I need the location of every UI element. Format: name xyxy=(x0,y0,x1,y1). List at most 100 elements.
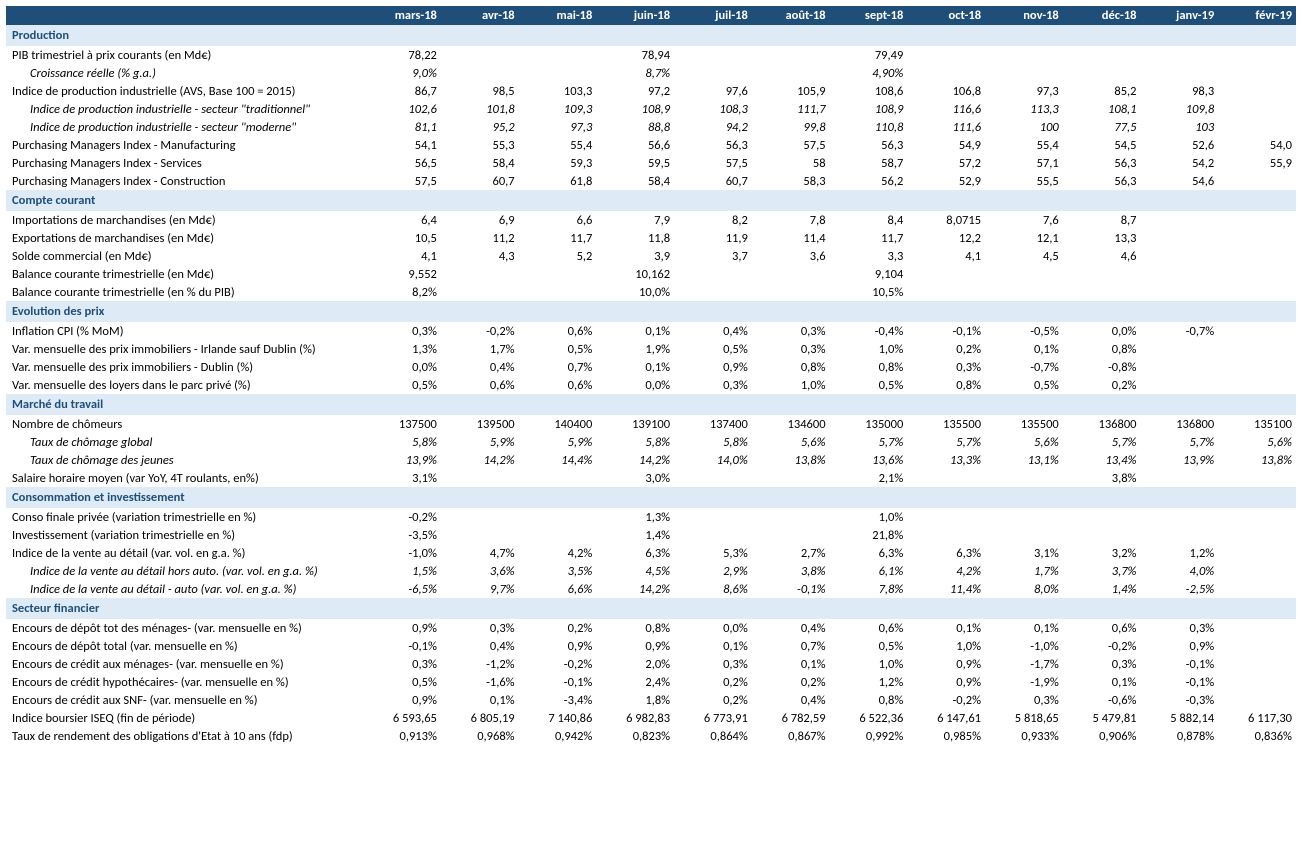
cell: 2,4% xyxy=(596,673,674,691)
cell: 111,7 xyxy=(752,100,830,118)
cell xyxy=(1063,46,1141,64)
cell: 56,2 xyxy=(830,172,908,190)
cell: 1,7% xyxy=(985,562,1063,580)
cell: -0,1% xyxy=(1141,673,1219,691)
cell: 56,5 xyxy=(363,154,441,172)
row-label: PIB trimestriel à prix courants (en Md€) xyxy=(6,46,363,64)
month-header: avr-18 xyxy=(441,6,519,25)
cell: 0,1% xyxy=(596,358,674,376)
cell: 6 805,19 xyxy=(441,709,519,727)
cell: 13,3 xyxy=(1063,229,1141,247)
cell xyxy=(907,526,985,544)
cell: 0,864% xyxy=(674,727,752,745)
cell xyxy=(1218,469,1296,487)
cell: 0,5% xyxy=(830,637,908,655)
data-row: Indice de la vente au détail (var. vol. … xyxy=(6,544,1296,562)
data-row: Investissement (variation trimestrielle … xyxy=(6,526,1296,544)
section-title: Evolution des prix xyxy=(6,301,1296,322)
data-row: Encours de dépôt tot des ménages- (var. … xyxy=(6,619,1296,637)
cell: 4,2% xyxy=(907,562,985,580)
row-label: Indice de la vente au détail (var. vol. … xyxy=(6,544,363,562)
cell: 77,5 xyxy=(1063,118,1141,136)
row-label: Conso finale privée (variation trimestri… xyxy=(6,508,363,526)
cell: 0,913% xyxy=(363,727,441,745)
cell xyxy=(674,526,752,544)
cell xyxy=(1218,100,1296,118)
cell: 0,9% xyxy=(1141,637,1219,655)
cell: 8,0% xyxy=(985,580,1063,598)
month-header: juin-18 xyxy=(596,6,674,25)
cell xyxy=(1218,322,1296,340)
cell: -0,6% xyxy=(1063,691,1141,709)
cell: 137400 xyxy=(674,415,752,433)
cell xyxy=(1218,247,1296,265)
cell: 0,1% xyxy=(907,619,985,637)
cell: 0,992% xyxy=(830,727,908,745)
cell: 0,5% xyxy=(519,340,597,358)
cell: 8,2 xyxy=(674,211,752,229)
cell: 10,162 xyxy=(596,265,674,283)
section-row: Consommation et investissement xyxy=(6,487,1296,508)
data-row: Nombre de chômeurs1375001395001404001391… xyxy=(6,415,1296,433)
cell xyxy=(1063,64,1141,82)
cell: 6,1% xyxy=(830,562,908,580)
cell: 108,9 xyxy=(596,100,674,118)
data-row: Exportations de marchandises (en Md€)10,… xyxy=(6,229,1296,247)
cell: 134600 xyxy=(752,415,830,433)
cell xyxy=(1063,526,1141,544)
row-label: Encours de dépôt total (var. mensuelle e… xyxy=(6,637,363,655)
cell xyxy=(1218,64,1296,82)
cell xyxy=(519,526,597,544)
cell: 4,5% xyxy=(596,562,674,580)
cell: 0,2% xyxy=(1063,376,1141,394)
data-row: Var. mensuelle des prix immobiliers - Ir… xyxy=(6,340,1296,358)
cell: 13,4% xyxy=(1063,451,1141,469)
cell: 5,3% xyxy=(674,544,752,562)
row-label: Exportations de marchandises (en Md€) xyxy=(6,229,363,247)
row-label: Var. mensuelle des prix immobiliers - Ir… xyxy=(6,340,363,358)
cell: 139100 xyxy=(596,415,674,433)
cell: 0,5% xyxy=(985,376,1063,394)
cell: 5,6% xyxy=(752,433,830,451)
cell: -0,8% xyxy=(1063,358,1141,376)
cell: 95,2 xyxy=(441,118,519,136)
cell xyxy=(674,469,752,487)
cell: 94,2 xyxy=(674,118,752,136)
row-label: Salaire horaire moyen (var YoY, 4T roula… xyxy=(6,469,363,487)
month-header: août-18 xyxy=(752,6,830,25)
row-label: Encours de crédit aux ménages- (var. men… xyxy=(6,655,363,673)
cell xyxy=(519,283,597,301)
cell: 54,0 xyxy=(1218,136,1296,154)
row-label: Purchasing Managers Index - Services xyxy=(6,154,363,172)
month-header: déc-18 xyxy=(1063,6,1141,25)
cell: 0,3% xyxy=(441,619,519,637)
row-label: Encours de crédit hypothécaires- (var. m… xyxy=(6,673,363,691)
cell: 1,4% xyxy=(1063,580,1141,598)
cell: 58,4 xyxy=(441,154,519,172)
cell: 13,1% xyxy=(985,451,1063,469)
cell: 0,878% xyxy=(1141,727,1219,745)
data-row: Balance courante trimestrielle (en Md€)9… xyxy=(6,265,1296,283)
cell: 52,6 xyxy=(1141,136,1219,154)
header-row: mars-18avr-18mai-18juin-18juil-18août-18… xyxy=(6,6,1296,25)
cell: 0,4% xyxy=(441,637,519,655)
month-header: oct-18 xyxy=(907,6,985,25)
cell xyxy=(1218,673,1296,691)
data-row: Var. mensuelle des prix immobiliers - Du… xyxy=(6,358,1296,376)
data-row: Taux de chômage des jeunes13,9%14,2%14,4… xyxy=(6,451,1296,469)
cell: -0,2% xyxy=(519,655,597,673)
cell: 135500 xyxy=(985,415,1063,433)
cell: 0,6% xyxy=(1063,619,1141,637)
cell xyxy=(907,64,985,82)
cell: 0,9% xyxy=(674,358,752,376)
cell: 58 xyxy=(752,154,830,172)
cell: 0,6% xyxy=(519,322,597,340)
cell xyxy=(1141,265,1219,283)
cell: 111,6 xyxy=(907,118,985,136)
section-row: Compte courant xyxy=(6,190,1296,211)
cell xyxy=(1141,508,1219,526)
cell xyxy=(752,508,830,526)
cell: 56,3 xyxy=(1063,172,1141,190)
cell: 0,906% xyxy=(1063,727,1141,745)
data-row: Encours de crédit aux SNF- (var. mensuel… xyxy=(6,691,1296,709)
